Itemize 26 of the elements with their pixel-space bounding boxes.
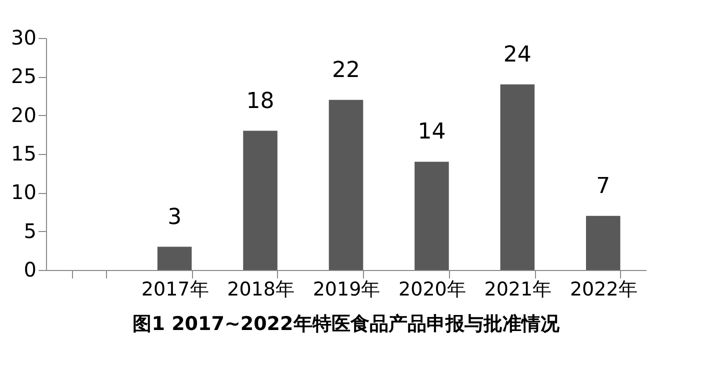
y-tick-label: 20 bbox=[11, 102, 36, 127]
y-tick-label: 15 bbox=[11, 142, 36, 166]
data-label: 18 bbox=[246, 88, 274, 114]
bar bbox=[157, 246, 192, 270]
bar bbox=[243, 130, 278, 270]
x-tick-label: 2017年 bbox=[141, 278, 209, 300]
data-label: 22 bbox=[332, 58, 360, 83]
data-label: 24 bbox=[503, 42, 532, 68]
bar bbox=[500, 84, 535, 270]
text: 图1 2017~2022年特医食品产品申报与批准情况 bbox=[132, 313, 560, 335]
data-label: 3 bbox=[168, 204, 182, 230]
bar bbox=[586, 216, 620, 270]
bar bbox=[414, 162, 449, 270]
y-tick-label: 0 bbox=[24, 258, 36, 282]
y-tick-label: 30 bbox=[11, 26, 36, 50]
x-tick-label: 2021年 bbox=[484, 278, 552, 300]
data-label: 7 bbox=[596, 174, 610, 199]
y-tick-label: 25 bbox=[11, 64, 36, 88]
x-tick-label: 2018年 bbox=[227, 278, 294, 300]
x-tick-label: 2020年 bbox=[398, 278, 466, 300]
x-tick-label: 2022年 bbox=[570, 278, 638, 300]
data-label: 14 bbox=[418, 120, 446, 145]
y-tick-label: 10 bbox=[11, 180, 36, 204]
x-tick-label: 2019年 bbox=[312, 278, 380, 300]
y-tick-label: 5 bbox=[24, 218, 36, 243]
bar bbox=[328, 100, 364, 270]
